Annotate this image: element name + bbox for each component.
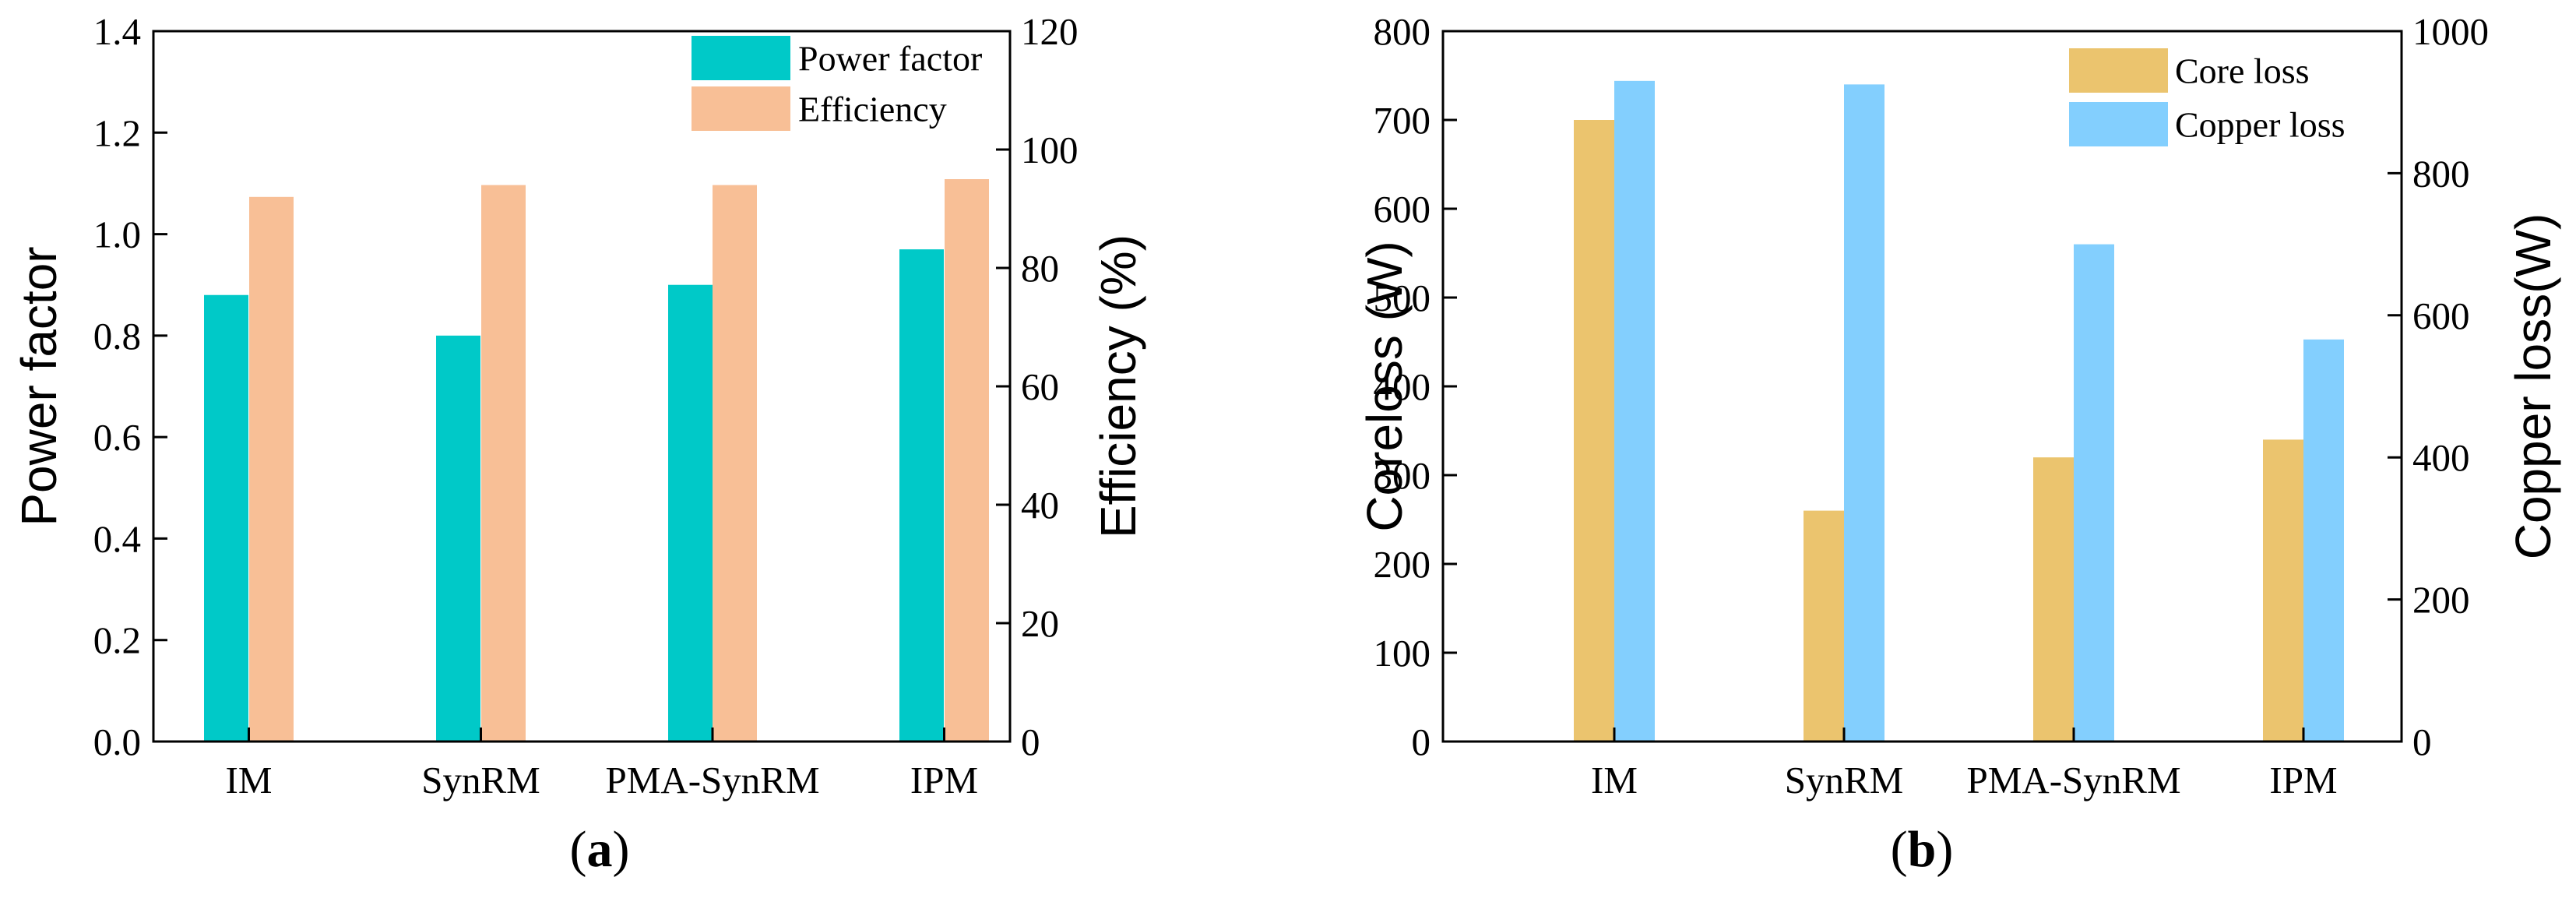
x-tick-label-synrm: SynRM bbox=[421, 759, 540, 802]
bar-core-loss-synrm bbox=[1804, 510, 1844, 742]
x-tick-label-synrm: SynRM bbox=[1785, 759, 1904, 802]
right-tick-label: 0 bbox=[1021, 721, 1040, 763]
chart-b: 0 100 200 300 400 500 600 700 800 0 200 400 600 800 10… bbox=[1357, 10, 2561, 878]
legend-swatch-core-loss bbox=[2069, 48, 2168, 93]
left-tick-label: 200 bbox=[1374, 543, 1431, 586]
caption-close-paren: ) bbox=[613, 821, 630, 878]
left-tick-label: 0 bbox=[1412, 721, 1431, 763]
bar-power-factor-synrm bbox=[436, 335, 480, 742]
left-tick-label: 1.2 bbox=[93, 111, 141, 154]
right-tick-label: 120 bbox=[1021, 10, 1079, 53]
left-tick-label: 700 bbox=[1374, 99, 1431, 142]
left-tick-label: 0.0 bbox=[93, 721, 141, 763]
legend-swatch-efficiency bbox=[692, 86, 790, 131]
left-tick-label: 600 bbox=[1374, 188, 1431, 231]
left-axis-label: Power factor bbox=[11, 246, 67, 526]
legend-swatch-power-factor bbox=[692, 36, 790, 80]
chart-a: 0.0 0.2 0.4 0.6 0.8 1.0 1.2 1.4 0 20 40 60 80 100 120 I… bbox=[11, 10, 1146, 878]
right-tick-label: 200 bbox=[2412, 579, 2470, 622]
bar-copper-loss-synrm bbox=[1844, 84, 1884, 742]
bar-power-factor-pma-synrm bbox=[668, 284, 713, 742]
legend-label-power-factor: Power factor bbox=[798, 39, 982, 79]
left-tick-label: 0.2 bbox=[93, 619, 141, 662]
caption-letter: a bbox=[587, 821, 613, 878]
x-tick-label-ipm: IPM bbox=[2269, 759, 2337, 802]
left-axis-label: Coreloss (W) bbox=[1357, 241, 1413, 531]
right-tick-label: 400 bbox=[2412, 436, 2470, 479]
left-tick-label: 1.0 bbox=[93, 213, 141, 256]
legend-label-core-loss: Core loss bbox=[2175, 51, 2310, 91]
caption-open-paren: ( bbox=[1891, 821, 1908, 878]
caption-open-paren: ( bbox=[570, 821, 587, 878]
left-tick-label: 300 bbox=[1374, 454, 1431, 497]
right-tick-label: 600 bbox=[2412, 294, 2470, 337]
bar-efficiency-pma-synrm bbox=[713, 185, 757, 742]
x-tick-label-im: IM bbox=[226, 759, 273, 802]
right-tick-label: 0 bbox=[2412, 721, 2432, 763]
right-tick-label: 20 bbox=[1021, 602, 1059, 645]
right-axis-label: Copper loss(W) bbox=[2505, 213, 2561, 560]
caption-letter: b bbox=[1908, 821, 1937, 878]
bar-core-loss-ipm bbox=[2263, 439, 2303, 742]
legend-swatch-copper-loss bbox=[2069, 102, 2168, 146]
bar-copper-loss-ipm bbox=[2303, 339, 2344, 742]
bar-core-loss-pma-synrm bbox=[2033, 457, 2074, 742]
bar-efficiency-synrm bbox=[481, 185, 526, 742]
right-tick-label: 100 bbox=[1021, 129, 1079, 171]
x-tick-label-pma-synrm: PMA-SynRM bbox=[605, 759, 819, 802]
bar-copper-loss-im bbox=[1614, 80, 1655, 742]
x-tick-label-im: IM bbox=[1591, 759, 1638, 802]
bar-efficiency-ipm bbox=[945, 179, 989, 742]
bar-copper-loss-pma-synrm bbox=[2074, 244, 2114, 742]
right-tick-label: 80 bbox=[1021, 247, 1059, 290]
right-tick-label: 60 bbox=[1021, 365, 1059, 408]
left-tick-label: 100 bbox=[1374, 632, 1431, 675]
bar-power-factor-ipm bbox=[899, 249, 944, 742]
left-tick-label: 1.4 bbox=[93, 10, 141, 53]
right-tick-label: 40 bbox=[1021, 484, 1059, 527]
legend-label-efficiency: Efficiency bbox=[798, 90, 947, 129]
left-tick-label: 0.8 bbox=[93, 315, 141, 358]
left-tick-label: 0.4 bbox=[93, 517, 141, 560]
panel-caption: (a) bbox=[570, 821, 630, 878]
left-tick-label: 500 bbox=[1374, 277, 1431, 319]
bar-core-loss-im bbox=[1574, 120, 1614, 742]
bar-power-factor-im bbox=[204, 294, 248, 742]
legend-label-copper-loss: Copper loss bbox=[2175, 105, 2345, 145]
bar-efficiency-im bbox=[249, 196, 294, 742]
caption-close-paren: ) bbox=[1936, 821, 1953, 878]
right-tick-label: 800 bbox=[2412, 152, 2470, 195]
right-axis-label: Efficiency (%) bbox=[1090, 234, 1146, 538]
panel-caption: (b) bbox=[1891, 821, 1954, 878]
left-tick-label: 800 bbox=[1374, 10, 1431, 53]
x-tick-label-pma-synrm: PMA-SynRM bbox=[1966, 759, 2180, 802]
right-tick-label: 1000 bbox=[2412, 10, 2489, 53]
left-tick-label: 0.6 bbox=[93, 416, 141, 459]
x-tick-label-ipm: IPM bbox=[910, 759, 978, 802]
left-tick-label: 400 bbox=[1374, 365, 1431, 408]
